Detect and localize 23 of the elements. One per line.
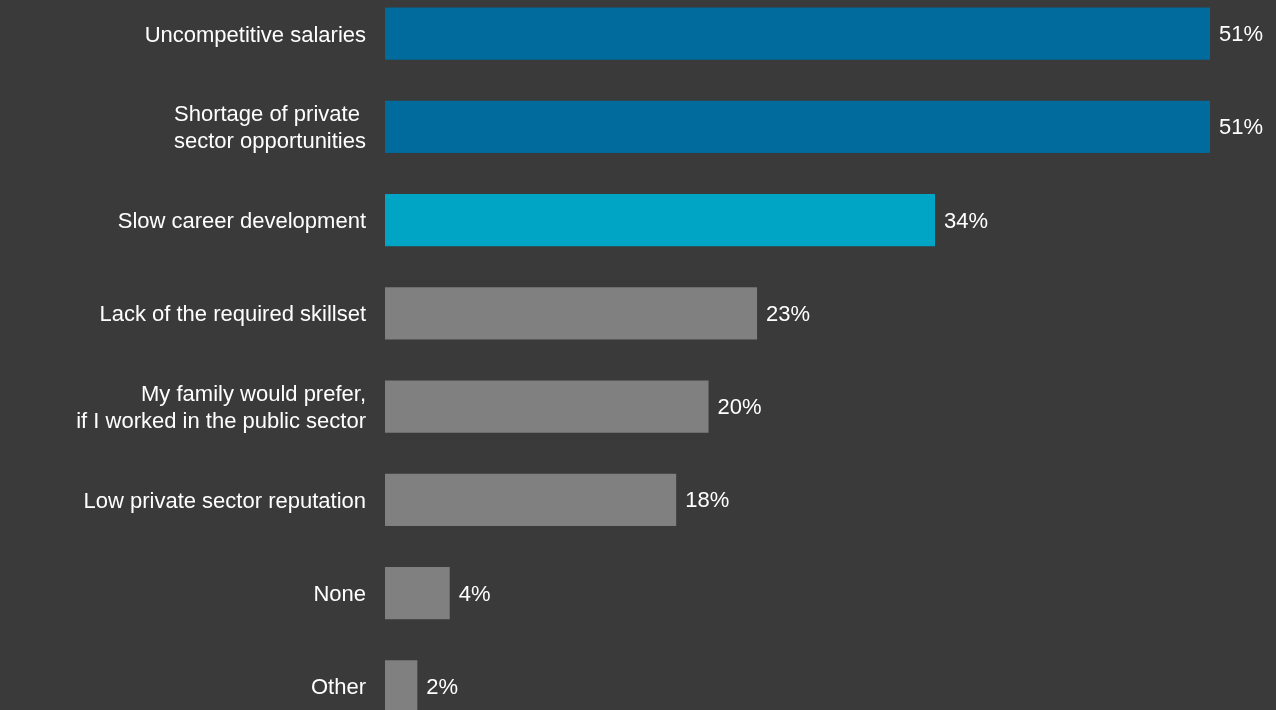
y-tick-label: Shortage of private sector opportunities bbox=[173, 100, 366, 153]
y-tick-label: Other bbox=[310, 673, 366, 699]
bar bbox=[385, 100, 1210, 153]
data-label: 18% bbox=[685, 487, 730, 513]
data-label: 34% bbox=[944, 207, 989, 233]
bar bbox=[385, 567, 450, 620]
data-label: 51% bbox=[1219, 114, 1264, 140]
y-tick-label: Lack of the required skillset bbox=[99, 300, 366, 326]
y-tick-label: Low private sector reputation bbox=[83, 487, 366, 513]
bar bbox=[385, 7, 1210, 60]
data-label: 2% bbox=[426, 673, 459, 699]
bar bbox=[385, 473, 677, 526]
data-label: 23% bbox=[766, 300, 811, 326]
bar bbox=[385, 380, 709, 433]
y-tick-label: None bbox=[313, 580, 366, 606]
y-tick-label: Uncompetitive salaries bbox=[144, 21, 366, 47]
data-label: 51% bbox=[1219, 21, 1264, 47]
y-tick-label: Slow career development bbox=[117, 207, 366, 233]
bar bbox=[385, 194, 935, 247]
bar bbox=[385, 287, 758, 340]
data-label: 20% bbox=[717, 394, 762, 420]
data-label: 4% bbox=[458, 580, 491, 606]
y-tick-label: My family would prefer, if I worked in the public sector bbox=[76, 380, 366, 433]
